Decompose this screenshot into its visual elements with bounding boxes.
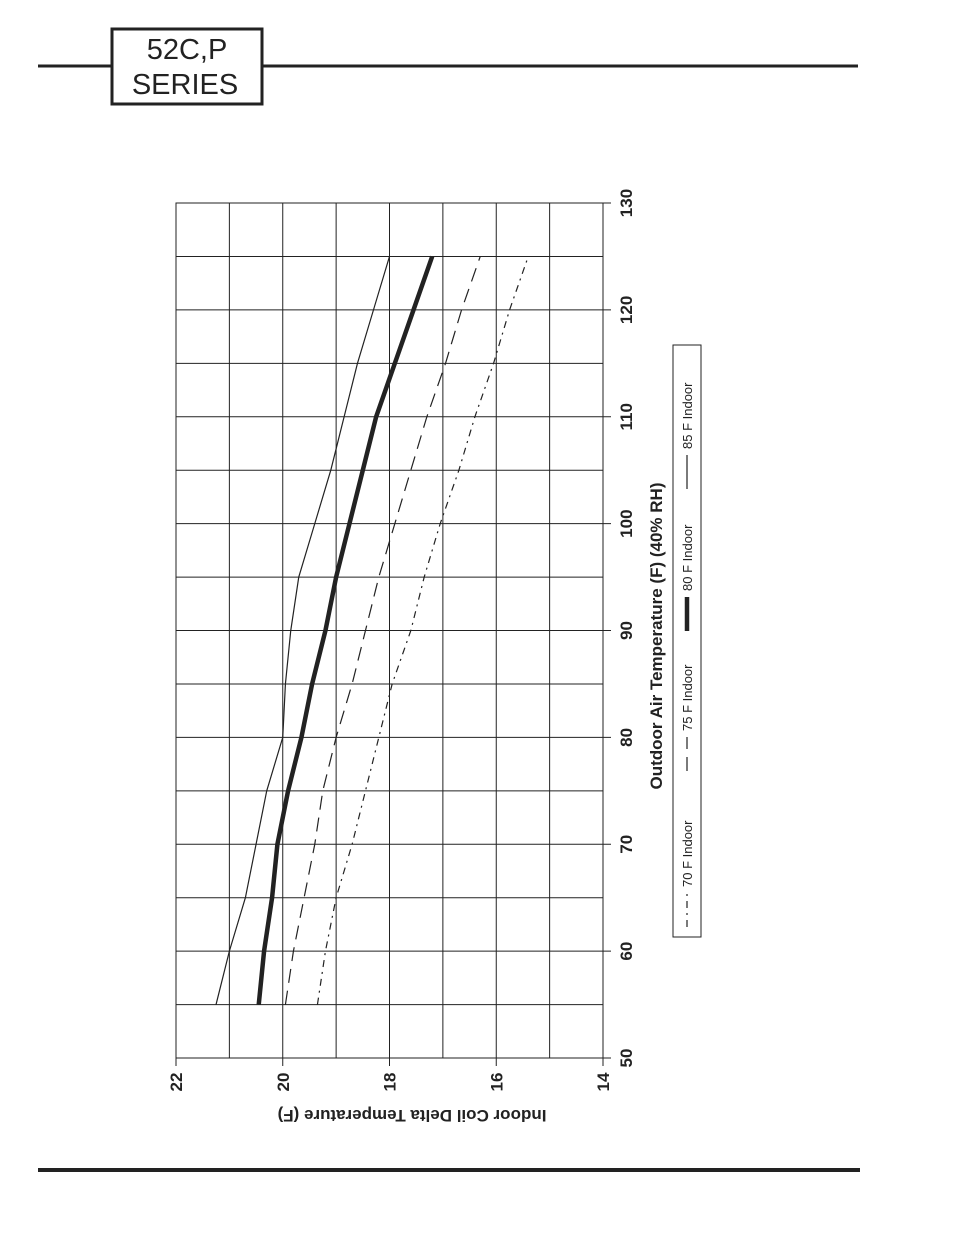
- x-tick-label: 110: [617, 403, 636, 430]
- y-tick-label: 22: [167, 1073, 186, 1092]
- series-line: [284, 256, 481, 1005]
- x-axis-title: Outdoor Air Temperature (F) (40% RH): [647, 483, 666, 790]
- y-tick-label: 18: [381, 1073, 400, 1092]
- x-tick-label: 130: [617, 189, 636, 217]
- plot: 50 60 70 80 90 100 110 120 130 14 16 18 20 22: [167, 189, 636, 1092]
- series-label: SERIES: [132, 69, 238, 101]
- x-tick-label: 70: [617, 835, 636, 854]
- series-label: 52C,P: [147, 34, 228, 66]
- series-line: [215, 256, 391, 1005]
- legend-box: [672, 344, 702, 938]
- y-axis-title: Indoor Coil Delta Temperature (F): [278, 1106, 547, 1125]
- y-tick-label: 14: [594, 1072, 613, 1091]
- x-tick-label: 50: [617, 1049, 636, 1068]
- legend-label: 85 F Indoor: [680, 382, 695, 449]
- legend-label: 80 F Indoor: [680, 524, 695, 591]
- x-tick-label: 60: [617, 942, 636, 961]
- series-box: [110, 27, 264, 106]
- x-tick-label: 120: [617, 296, 636, 324]
- y-tick-label: 16: [487, 1073, 506, 1092]
- legend: 70 F Indoor 75 F Indoor 80 F Indoor 85 F In…: [672, 344, 702, 938]
- y-tick-label: 20: [274, 1073, 293, 1092]
- legend-label: 70 F Indoor: [680, 820, 695, 887]
- x-tick-label: 100: [617, 509, 636, 537]
- x-tick-label: 90: [617, 621, 636, 640]
- legend-label: 75 F Indoor: [680, 664, 695, 731]
- series-line: [316, 256, 529, 1005]
- x-tick-label: 80: [617, 728, 636, 747]
- series-line: [256, 255, 435, 1005]
